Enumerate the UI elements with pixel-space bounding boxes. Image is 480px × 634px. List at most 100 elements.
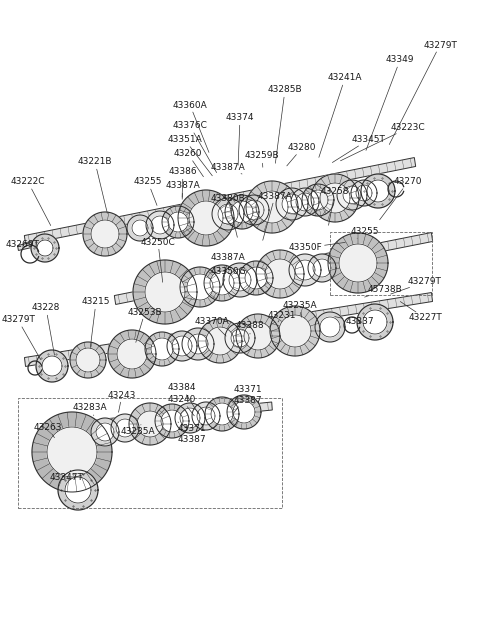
- Polygon shape: [18, 240, 46, 250]
- Polygon shape: [161, 410, 183, 432]
- Text: 43227T: 43227T: [400, 302, 442, 323]
- Polygon shape: [24, 292, 432, 366]
- Polygon shape: [256, 191, 288, 223]
- Polygon shape: [111, 414, 139, 442]
- Text: 43255: 43255: [134, 178, 162, 205]
- Text: 43263: 43263: [34, 424, 62, 437]
- Text: 43370A: 43370A: [194, 318, 229, 336]
- Polygon shape: [356, 185, 372, 201]
- Polygon shape: [256, 250, 304, 298]
- Polygon shape: [114, 233, 432, 304]
- Polygon shape: [145, 272, 185, 312]
- Polygon shape: [205, 397, 239, 431]
- Polygon shape: [245, 267, 267, 289]
- Text: 43231: 43231: [268, 311, 296, 322]
- Text: 43221B: 43221B: [78, 157, 112, 213]
- Text: 43387A: 43387A: [211, 164, 245, 174]
- Polygon shape: [320, 183, 350, 213]
- Text: 43371
43387: 43371 43387: [178, 422, 206, 444]
- Polygon shape: [70, 342, 106, 378]
- Polygon shape: [91, 418, 119, 446]
- Text: 43374: 43374: [226, 113, 254, 165]
- Text: 43349: 43349: [366, 56, 414, 150]
- Polygon shape: [83, 212, 127, 256]
- Polygon shape: [96, 423, 114, 441]
- Polygon shape: [151, 216, 169, 234]
- Polygon shape: [270, 306, 320, 356]
- Text: 43337: 43337: [335, 316, 374, 327]
- Polygon shape: [31, 234, 59, 262]
- Text: 43228: 43228: [32, 304, 60, 355]
- Polygon shape: [311, 174, 359, 222]
- Text: 43350F: 43350F: [288, 242, 345, 252]
- Polygon shape: [132, 220, 148, 236]
- Polygon shape: [244, 200, 264, 220]
- Text: 43243: 43243: [108, 391, 136, 412]
- Polygon shape: [187, 274, 213, 300]
- Text: 43380B: 43380B: [211, 193, 245, 237]
- Text: 43279T: 43279T: [1, 316, 41, 359]
- Text: 43259B: 43259B: [245, 152, 279, 167]
- Polygon shape: [117, 339, 147, 369]
- Text: 43279T: 43279T: [389, 41, 457, 145]
- Polygon shape: [167, 331, 197, 361]
- Polygon shape: [127, 215, 153, 241]
- Text: 43255: 43255: [351, 228, 379, 238]
- Polygon shape: [197, 407, 215, 425]
- Polygon shape: [198, 319, 242, 363]
- Text: 43351A: 43351A: [168, 136, 212, 176]
- Polygon shape: [231, 329, 249, 347]
- Polygon shape: [308, 190, 328, 210]
- Polygon shape: [227, 395, 261, 429]
- Polygon shape: [295, 260, 315, 280]
- Polygon shape: [328, 233, 388, 293]
- Polygon shape: [361, 174, 395, 208]
- Text: 45738B: 45738B: [365, 285, 402, 297]
- Polygon shape: [91, 220, 119, 248]
- Text: 43387A: 43387A: [166, 181, 200, 199]
- Polygon shape: [296, 193, 314, 211]
- Text: 43250C: 43250C: [141, 238, 175, 282]
- Polygon shape: [172, 336, 192, 356]
- Polygon shape: [162, 206, 194, 238]
- Polygon shape: [37, 240, 53, 256]
- Polygon shape: [279, 315, 311, 347]
- Text: 43387A: 43387A: [258, 191, 292, 240]
- Polygon shape: [129, 403, 171, 445]
- Polygon shape: [206, 327, 234, 355]
- Polygon shape: [180, 267, 220, 307]
- Polygon shape: [339, 244, 377, 282]
- Polygon shape: [291, 188, 319, 216]
- Polygon shape: [351, 180, 377, 206]
- Polygon shape: [192, 402, 220, 430]
- Polygon shape: [65, 477, 91, 503]
- Bar: [330, 232, 432, 295]
- Polygon shape: [204, 265, 240, 301]
- Polygon shape: [133, 260, 197, 324]
- Polygon shape: [58, 470, 98, 510]
- Polygon shape: [229, 269, 251, 291]
- Polygon shape: [188, 334, 208, 354]
- Polygon shape: [239, 261, 273, 295]
- Text: 43345T: 43345T: [332, 136, 385, 162]
- Polygon shape: [218, 204, 238, 224]
- Polygon shape: [244, 322, 272, 350]
- Polygon shape: [168, 212, 188, 232]
- Polygon shape: [76, 348, 100, 372]
- Text: 43260: 43260: [174, 150, 204, 177]
- Text: 43350G: 43350G: [210, 268, 246, 287]
- Polygon shape: [225, 323, 255, 353]
- Text: 43360A: 43360A: [173, 101, 209, 152]
- Text: 43280: 43280: [287, 143, 316, 166]
- Text: 43386: 43386: [168, 167, 197, 197]
- Polygon shape: [178, 190, 234, 246]
- Polygon shape: [189, 201, 223, 235]
- Polygon shape: [246, 181, 298, 233]
- Text: 43215: 43215: [82, 297, 110, 347]
- Text: 43371
43387: 43371 43387: [234, 385, 262, 413]
- Polygon shape: [155, 404, 189, 438]
- Polygon shape: [239, 195, 269, 225]
- Text: 43235A: 43235A: [120, 425, 156, 436]
- Polygon shape: [182, 328, 214, 360]
- Text: 43376C: 43376C: [173, 122, 216, 172]
